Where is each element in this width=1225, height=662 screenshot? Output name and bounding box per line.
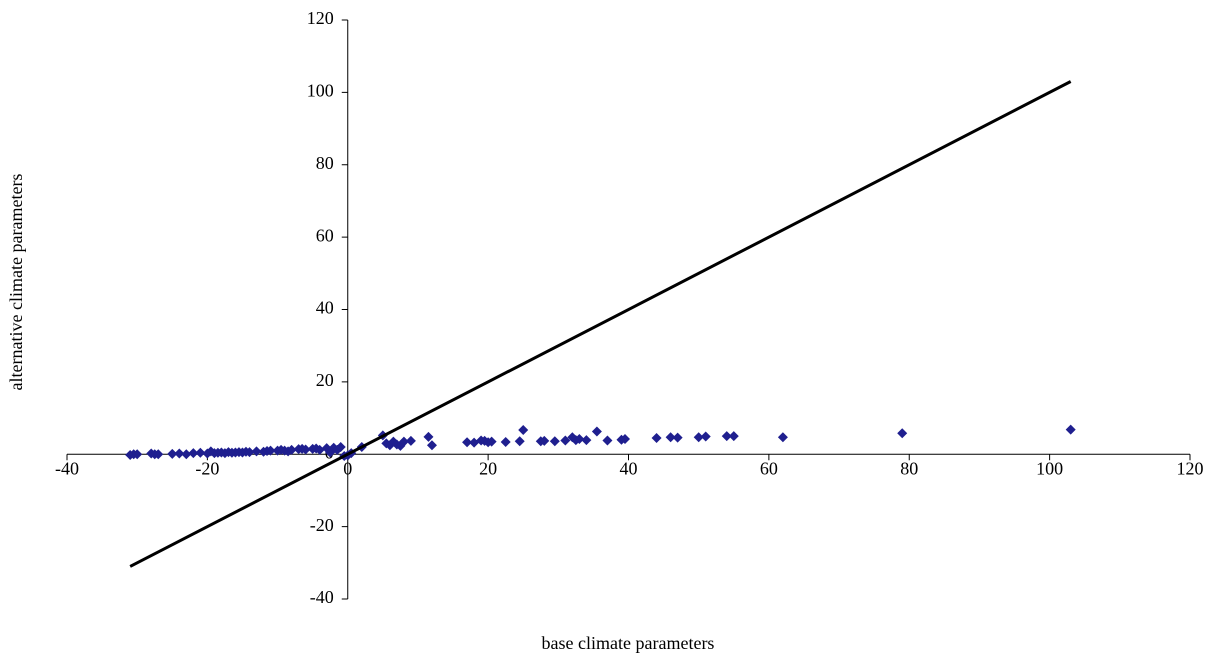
x-tick-label: 40 [620, 458, 638, 478]
point [672, 432, 683, 443]
point [426, 440, 437, 451]
y-tick-label: 120 [307, 8, 334, 28]
point [591, 426, 602, 437]
point [251, 446, 262, 457]
point [665, 432, 676, 443]
point [405, 435, 416, 446]
x-axis-label: base climate parameters [542, 633, 715, 653]
point [693, 432, 704, 443]
y-axis-label: alternative climate parameters [6, 174, 26, 391]
point [300, 444, 311, 455]
point [174, 448, 185, 459]
point [462, 437, 473, 448]
point [335, 442, 346, 453]
x-tick-label: 60 [760, 458, 778, 478]
point [574, 434, 585, 445]
point [777, 432, 788, 443]
y-tick-label: 40 [316, 298, 334, 318]
point [195, 447, 206, 458]
y-tick-label: -40 [310, 587, 334, 607]
y-tick-label: -20 [310, 515, 334, 535]
point [153, 449, 164, 460]
x-tick-label: 100 [1036, 458, 1063, 478]
x-tick-label: 120 [1177, 458, 1204, 478]
x-tick-label: 80 [900, 458, 918, 478]
x-tick-label: -40 [55, 458, 79, 478]
x-tick-label: 0 [343, 458, 352, 478]
point [581, 435, 592, 446]
point [549, 436, 560, 447]
point [602, 435, 613, 446]
point [265, 445, 276, 456]
point [539, 435, 550, 446]
point [423, 431, 434, 442]
point [897, 428, 908, 439]
point [721, 431, 732, 442]
point [167, 448, 178, 459]
point [398, 436, 409, 447]
y-tick-label: 80 [316, 153, 334, 173]
x-tick-label: 20 [479, 458, 497, 478]
point [514, 436, 525, 447]
point [244, 447, 255, 458]
point [286, 444, 297, 455]
point [1065, 424, 1076, 435]
point [518, 425, 529, 436]
point [651, 432, 662, 443]
point [728, 431, 739, 442]
line [129, 80, 1072, 568]
y-tick-label: 60 [316, 225, 334, 245]
point [700, 431, 711, 442]
point [132, 449, 143, 460]
point [500, 436, 511, 447]
point [188, 448, 199, 459]
y-tick-label: 100 [307, 81, 334, 101]
point [314, 444, 325, 455]
point [486, 436, 497, 447]
y-tick-label: 20 [316, 370, 334, 390]
x-tick-label: -20 [195, 458, 219, 478]
point [619, 434, 630, 445]
point [181, 449, 192, 460]
point [560, 435, 571, 446]
